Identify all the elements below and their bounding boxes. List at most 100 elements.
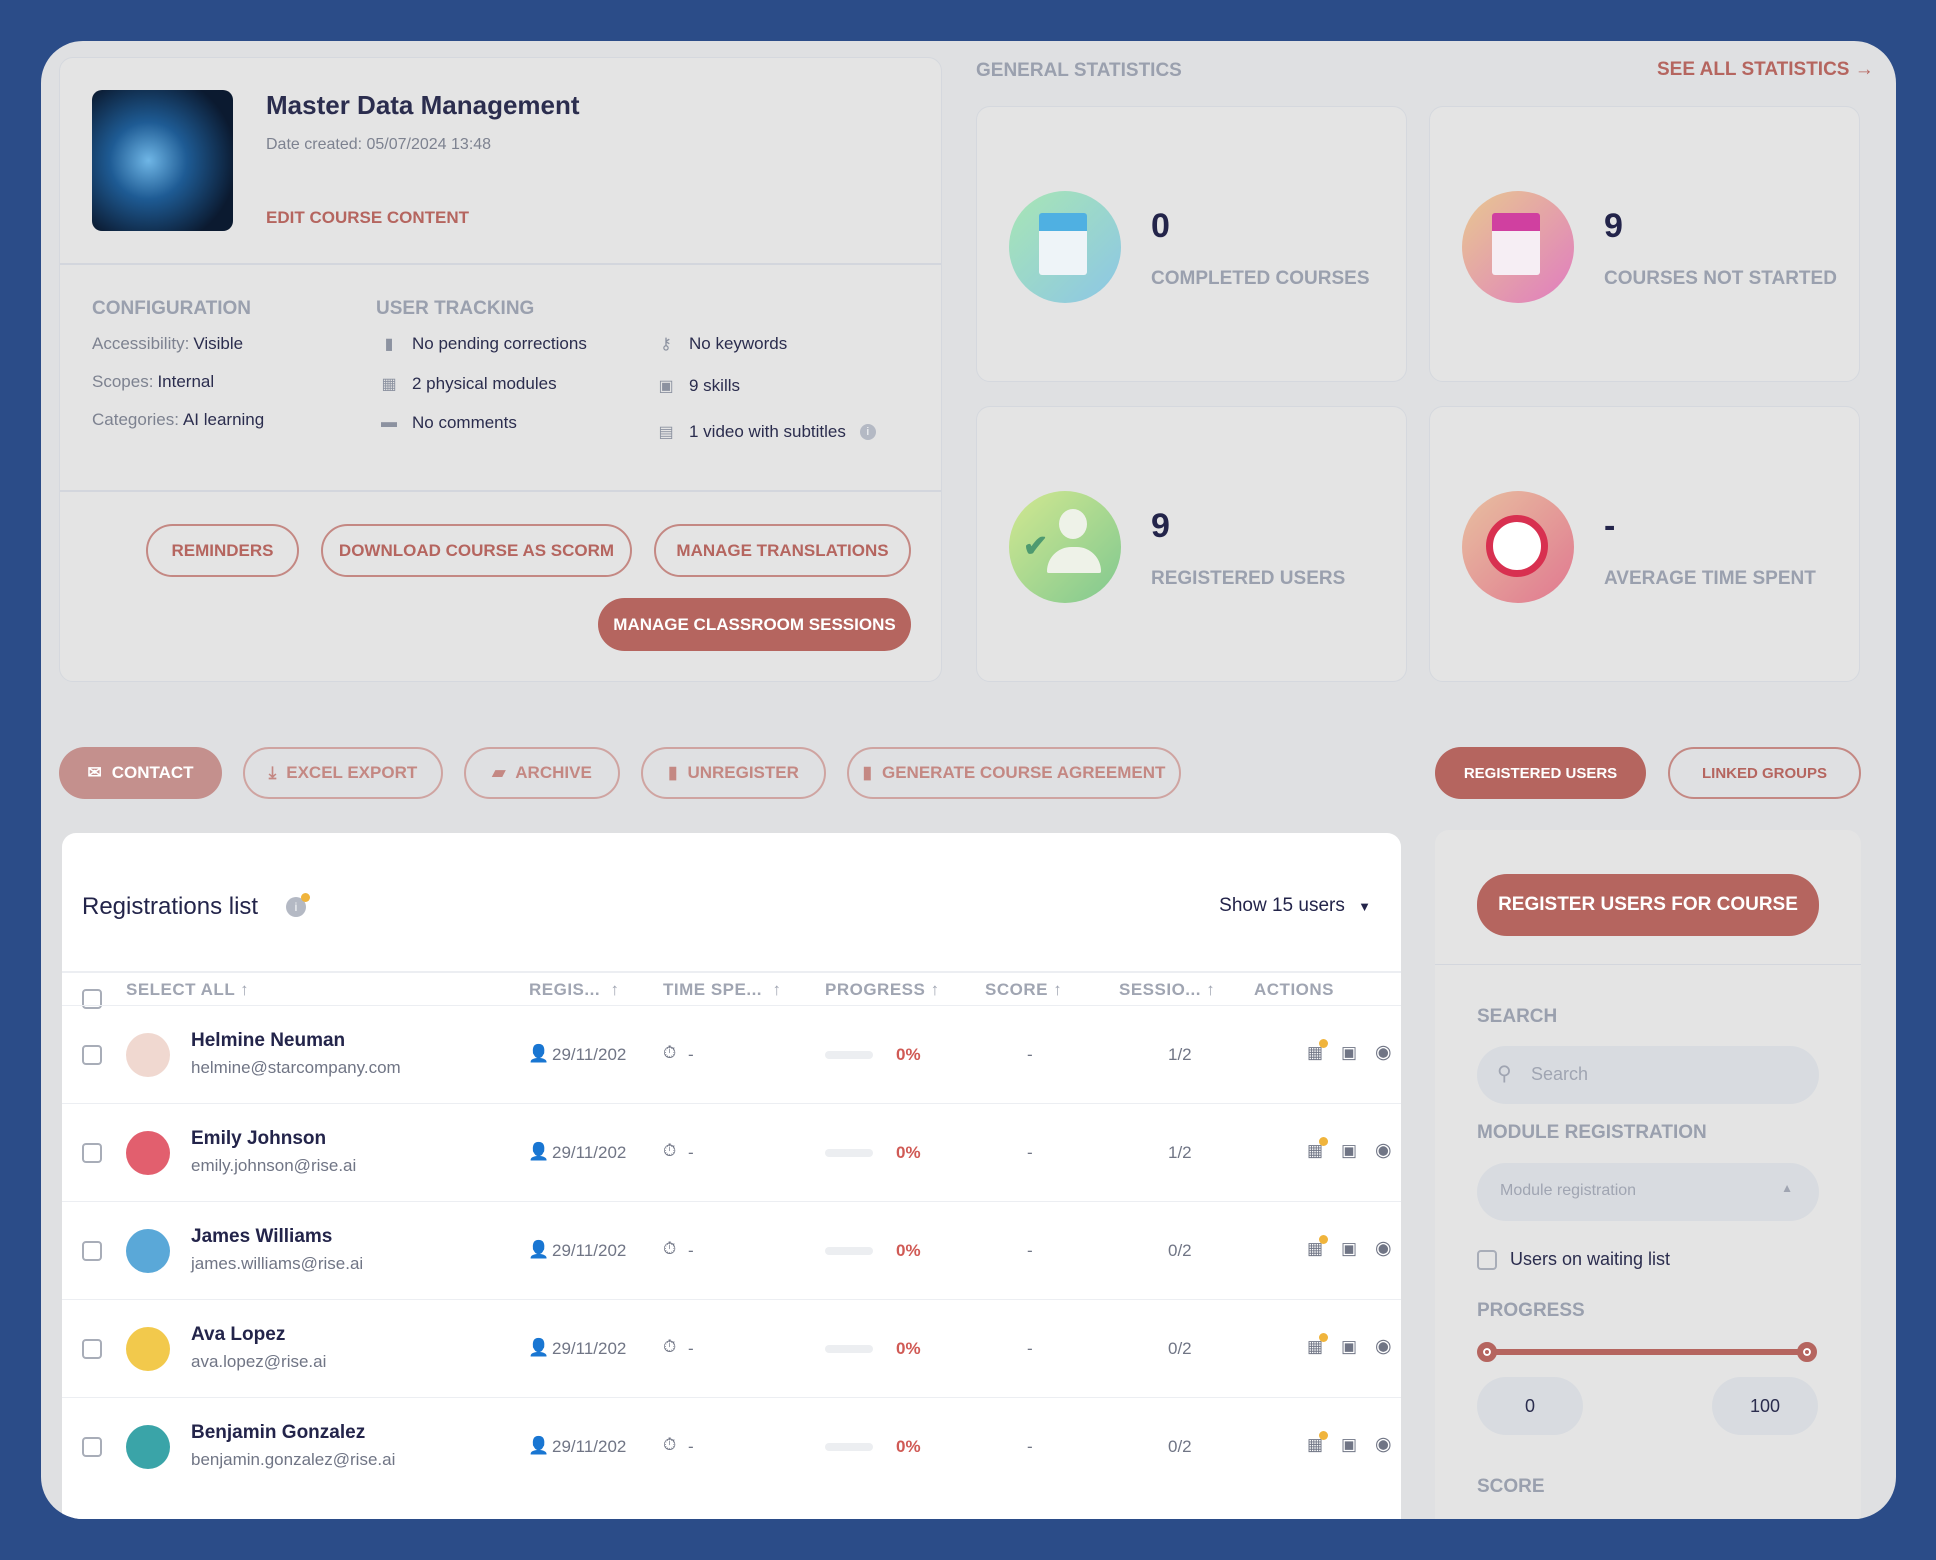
search-input[interactable]: ⚲ Search [1477,1046,1819,1104]
progress-bar [825,1443,873,1451]
search-label: SEARCH [1477,1006,1558,1027]
download-scorm-button[interactable]: DOWNLOAD COURSE AS SCORM [321,524,632,577]
reminders-button[interactable]: REMINDERS [146,524,299,577]
col-registration[interactable]: REGIS... ↑ [529,980,620,999]
generate-agreement-button[interactable]: ▮ GENERATE COURSE AGREEMENT [847,747,1181,799]
user-name[interactable]: Emily Johnson [191,1128,327,1149]
download-icon: ⤓ [268,763,277,782]
user-name[interactable]: Helmine Neuman [191,1030,346,1051]
tracking-item: ⚷ No keywords [657,334,787,354]
col-label: TIME SPE... [663,980,763,999]
stat-label: COURSES NOT STARTED [1604,268,1837,289]
user-name[interactable]: Ava Lopez [191,1324,286,1345]
key-icon: ⚷ [660,336,672,353]
manage-translations-button[interactable]: MANAGE TRANSLATIONS [654,524,911,577]
slider-handle-min[interactable] [1477,1342,1497,1362]
show-users-dropdown[interactable]: Show 15 users ▼ [1219,895,1371,917]
module-registration-select[interactable]: Module registration ▲ [1477,1163,1819,1221]
eye-icon[interactable]: ◉ [1375,1434,1392,1455]
info-icon[interactable]: i [286,893,310,917]
slider-handle-max[interactable] [1797,1342,1817,1362]
col-score[interactable]: SCORE ↑ [985,980,1063,999]
waiting-list-checkbox[interactable] [1477,1250,1497,1270]
user-name[interactable]: James Williams [191,1226,333,1247]
col-progress[interactable]: PROGRESS ↑ [825,980,940,999]
user-icon: 👤 [528,1142,550,1161]
score-value: - [1027,1143,1033,1162]
edit-course-content-link[interactable]: EDIT COURSE CONTENT [266,208,470,227]
tracking-item: ▦ 2 physical modules [380,374,556,394]
progress-slider-track[interactable] [1485,1349,1807,1355]
skills-action-icon[interactable]: ▣ [1341,1043,1358,1062]
table-row[interactable]: Ava Lopez ava.lopez@rise.ai 👤 29/11/202 … [62,1299,1401,1397]
table-row[interactable]: Emily Johnson emily.johnson@rise.ai 👤 29… [62,1103,1401,1201]
user-icon: 👤 [528,1338,550,1357]
select-placeholder: Module registration [1500,1182,1637,1199]
contact-button[interactable]: ✉ CONTACT [59,747,222,799]
progress-value: 0% [896,1045,921,1064]
tab-linked-groups[interactable]: LINKED GROUPS [1668,747,1861,799]
table-row[interactable]: Helmine Neuman helmine@starcompany.com 👤… [62,1005,1401,1103]
register-users-button[interactable]: REGISTER USERS FOR COURSE [1477,874,1819,936]
row-checkbox[interactable] [82,1241,102,1261]
manage-classroom-sessions-button[interactable]: MANAGE CLASSROOM SESSIONS [598,598,911,651]
col-sessions[interactable]: SESSIO... ↑ [1119,980,1216,999]
calendar-action-icon[interactable]: ▦ [1307,1137,1329,1161]
stat-value: 9 [1604,207,1623,245]
eye-icon[interactable]: ◉ [1375,1238,1392,1259]
table-row[interactable]: Benjamin Gonzalez benjamin.gonzalez@rise… [62,1397,1401,1495]
row-checkbox[interactable] [82,1143,102,1163]
skills-action-icon[interactable]: ▣ [1341,1337,1358,1356]
excel-export-button[interactable]: ⤓ EXCEL EXPORT [243,747,443,799]
config-key: Categories: [92,410,179,429]
search-icon: ⚲ [1497,1063,1512,1085]
calendar-action-icon[interactable]: ▦ [1307,1235,1329,1259]
calendar-action-icon[interactable]: ▦ [1307,1431,1329,1455]
sessions-value: 0/2 [1168,1339,1192,1358]
progress-bar [825,1247,873,1255]
eye-icon[interactable]: ◉ [1375,1140,1392,1161]
archive-button[interactable]: ▰ ARCHIVE [464,747,620,799]
progress-min-input[interactable]: 0 [1477,1377,1583,1435]
user-name[interactable]: Benjamin Gonzalez [191,1422,366,1443]
score-value: - [1027,1437,1033,1456]
registration-date: 29/11/202 [552,1143,627,1162]
tab-registered-users[interactable]: REGISTERED USERS [1435,747,1646,799]
tracking-item: ▣ 9 skills [657,376,740,396]
user-tracking-heading: USER TRACKING [376,298,535,319]
calendar-action-icon[interactable]: ▦ [1307,1039,1329,1063]
tracking-text: No comments [412,413,517,432]
stat-label: AVERAGE TIME SPENT [1604,568,1816,589]
stat-content: 9 REGISTERED USERS [1151,507,1345,590]
completed-courses-icon [1009,191,1121,303]
trash-icon: ▮ [668,763,678,782]
eye-icon[interactable]: ◉ [1375,1042,1392,1063]
select-all-checkbox[interactable] [82,989,102,1009]
table-row[interactable]: James Williams james.williams@rise.ai 👤 … [62,1201,1401,1299]
col-label: PROGRESS [825,980,926,999]
user-icon: 👤 [528,1044,550,1063]
row-checkbox[interactable] [82,1045,102,1065]
courses-not-started-icon [1462,191,1574,303]
progress-max-input[interactable]: 100 [1712,1377,1818,1435]
info-icon[interactable]: i [859,424,876,440]
video-icon: ▤ [658,424,674,441]
stat-content: 0 COMPLETED COURSES [1151,207,1370,290]
waiting-list-label: Users on waiting list [1510,1249,1671,1269]
skills-action-icon[interactable]: ▣ [1341,1435,1358,1454]
see-all-statistics-link[interactable]: SEE ALL STATISTICS → [1657,59,1874,80]
row-checkbox[interactable] [82,1437,102,1457]
button-label: GENERATE COURSE AGREEMENT [882,763,1166,782]
col-select-all[interactable]: SELECT ALL ↑ [126,980,250,999]
eye-icon[interactable]: ◉ [1375,1336,1392,1357]
unregister-button[interactable]: ▮ UNREGISTER [641,747,826,799]
calendar-action-icon[interactable]: ▦ [1307,1333,1329,1357]
skills-action-icon[interactable]: ▣ [1341,1239,1358,1258]
skills-action-icon[interactable]: ▣ [1341,1141,1358,1160]
col-time-spent[interactable]: TIME SPE... ↑ [663,980,782,999]
user-email: benjamin.gonzalez@rise.ai [191,1450,396,1469]
row-checkbox[interactable] [82,1339,102,1359]
progress-label: PROGRESS [1477,1300,1585,1321]
course-title: Master Data Management [266,90,580,120]
stat-card-not-started: 9 COURSES NOT STARTED [1429,106,1860,382]
